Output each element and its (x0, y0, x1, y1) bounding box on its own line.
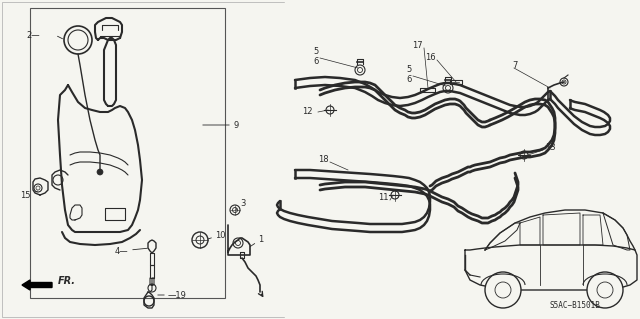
Text: 18: 18 (318, 155, 328, 165)
Text: 5: 5 (313, 48, 318, 56)
Circle shape (485, 272, 521, 308)
Text: FR.: FR. (58, 276, 76, 286)
Text: 17: 17 (412, 41, 422, 49)
Text: 3: 3 (240, 198, 245, 207)
Text: 12: 12 (302, 108, 312, 116)
Bar (285, 0, 640, 319)
Text: 7: 7 (512, 61, 517, 70)
Text: 6: 6 (406, 76, 412, 85)
Text: 13: 13 (545, 144, 556, 152)
Text: —19: —19 (168, 291, 187, 300)
Text: 11: 11 (378, 194, 388, 203)
Text: 2—: 2— (26, 31, 40, 40)
Text: 4—: 4— (115, 248, 128, 256)
Text: 9: 9 (233, 121, 238, 130)
Text: 6: 6 (313, 57, 318, 66)
Text: 1: 1 (258, 235, 263, 244)
Text: 16: 16 (425, 54, 436, 63)
Bar (30, 8, 225, 298)
Text: 5: 5 (406, 65, 412, 75)
Text: 15: 15 (20, 190, 31, 199)
Text: 10: 10 (215, 231, 225, 240)
Text: S5AC−B1501B: S5AC−B1501B (550, 300, 600, 309)
Circle shape (587, 272, 623, 308)
Circle shape (97, 169, 103, 175)
FancyArrow shape (22, 280, 52, 290)
